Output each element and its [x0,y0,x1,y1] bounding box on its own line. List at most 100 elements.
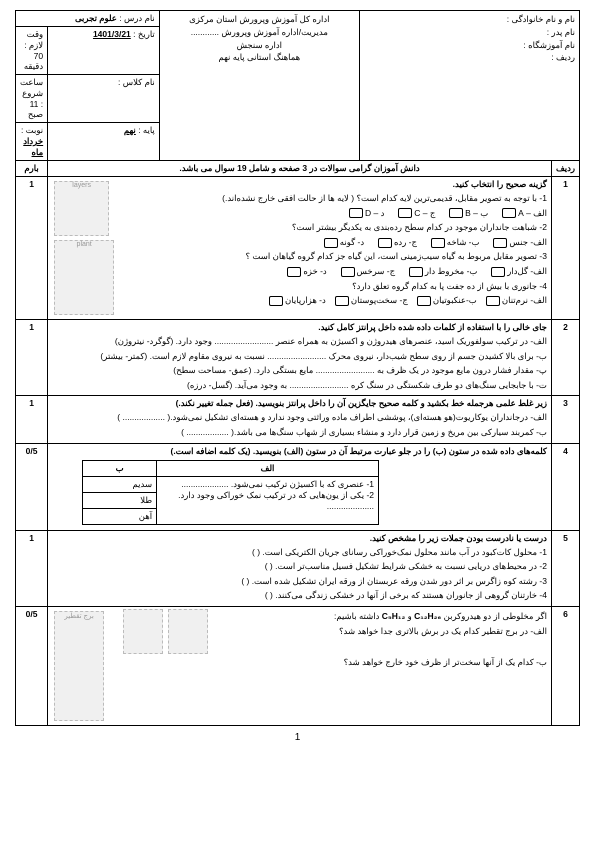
q1-line3: 3- تصویر مقابل مربوط به گیاه سیب‌زمینی ا… [52,250,547,264]
checkbox[interactable] [491,267,505,277]
q4-score: 0/5 [16,443,48,530]
q1-c1d: د – D [365,208,384,218]
q1-title: گزینه صحیح را انتخاب کنید. [52,179,547,190]
q4-table: الف ب 1- عنصری که با اکسیژن ترکیب نمی‌شو… [82,460,379,525]
date-value: 1401/3/21 [93,29,131,39]
q4-num: 4 [551,443,579,530]
pouring-hand-icon-2 [168,609,208,654]
checkbox[interactable] [449,208,463,218]
q6-formula2: C₅H₁₂ [382,611,405,621]
col-header-score: بارم [16,161,48,177]
q1-c1a: الف – A [518,208,547,218]
q6-l2: ب- کدام یک از آنها سخت‌تر از ظرف خود خار… [52,656,547,670]
grade-label: پایه : [138,125,155,135]
q3-score: 1 [16,396,48,443]
turn-label: نوبت : [21,125,43,135]
q6-formula1: C₁₂H₂₆ [414,611,441,621]
q1-c2b: ب- شاخه [447,237,480,247]
subject-label: نام درس : [119,13,155,23]
q5-score: 1 [16,530,48,606]
grade-value: نهم [124,125,136,135]
q3-num: 3 [551,396,579,443]
q4-title: کلمه‌های داده شده در ستون (ب) را در جلو … [52,446,547,457]
org-line-2: مدیریت/اداره آموزش وپرورش ............ [164,26,355,39]
q1-c1b: ب – B [465,208,488,218]
checkbox[interactable] [417,296,431,306]
duration-label: وقت لازم : [24,29,43,50]
father-label: نام پدر : [547,27,575,37]
q5-num: 5 [551,530,579,606]
q1-num: 1 [551,177,579,320]
q2-l4: ت- با جابجایی سنگ‌های دو طرف شکستگی در س… [52,379,547,393]
duration-value: 70 دقیقه [24,51,43,71]
checkbox[interactable] [378,238,392,248]
class-label: نام کلاس : [118,77,155,87]
checkbox[interactable] [502,208,516,218]
q1-c4d: د- هزار‌پایان [285,295,326,305]
q1-c2c: ج- رده [394,237,417,247]
org-line-1: اداره کل آموزش وپرورش استان مرکزی [164,13,355,26]
q3-title: زیر غلط علمی هرجمله خط بکشید و کلمه صحیح… [52,398,547,409]
q2-l1: الف- در ترکیب سولفوریک اسید، عنصرهای هید… [52,335,547,349]
q4-a2: 2- یکی از یون‌هایی که در ترکیب نمک خوراک… [161,490,374,511]
checkbox[interactable] [409,267,423,277]
family-label: نام و نام خانوادگی : [507,14,575,24]
q4-a1: 1- عنصری که با اکسیژن ترکیب نمی‌شود. ...… [161,479,374,490]
q4-hA: الف [157,460,379,476]
q2-l2: ب- برای بالا کشیدن جسم از روی سطح شیب‌دا… [52,350,547,364]
q5-l3: 3- رشته کوه زاگرس بر اثر دور شدن ورقه عر… [52,575,547,589]
q6-post: داشته باشیم: [334,611,379,621]
q5-l2: 2- در محیط‌های دریایی نسبت به خشکی شرایط… [52,560,547,574]
checkbox[interactable] [335,296,349,306]
q4-b2: طلا [83,492,157,508]
school-label: نام آموزشگاه : [523,40,575,50]
checkbox[interactable] [398,208,412,218]
page-number: 1 [15,732,580,743]
potato-plant-icon: plant [54,240,114,315]
row-label: ردیف : [551,52,575,62]
q1-c4b: ب-عنکبوتیان [433,295,477,305]
q6-mid: و [405,611,411,621]
checkbox[interactable] [287,267,301,277]
instruction-text: دانش آموزان گرامی سوالات در 3 صفحه و شام… [48,161,552,177]
q6-num: 6 [551,606,579,725]
q1-line2: 2- شباهت جانداران موجود در کدام سطح رده‌… [52,221,547,235]
q1-c4c: ج- سخت‌پوستان [351,295,408,305]
q1-c2d: د- گونه [340,237,364,247]
q1-line1: 1- با توجه به تصویر مقابل، قدیمی‌ترین لا… [52,192,547,206]
checkbox[interactable] [349,208,363,218]
checkbox[interactable] [493,238,507,248]
q1-c3b: ب- مخروط دار [425,266,478,276]
distillation-column-icon: برج تقطیر [54,611,104,721]
q2-l3: پ- مقدار فشار درون مایع موجود در یک ظرف … [52,364,547,378]
checkbox[interactable] [324,238,338,248]
org-line-4: هماهنگ استانی پایه نهم [164,51,355,64]
date-label: تاریخ : [133,29,155,39]
org-line-3: اداره سنجش [164,39,355,52]
q1-c4a: الف- نرم‌تنان [502,295,547,305]
checkbox[interactable] [341,267,355,277]
q2-title: جای خالی را با استفاده از کلمات داده شده… [52,322,547,333]
q1-score: 1 [16,177,48,320]
q1-c3a: الف- گل‌دار [507,266,547,276]
strata-diagram-icon: layers [54,181,109,236]
q5-title: درست یا نادرست بودن جملات زیر را مشخص کن… [52,533,547,544]
q3-l1: الف- درجانداران یوکاریوت(هو هسته‌ای)، پو… [52,411,547,425]
q2-num: 2 [551,320,579,396]
q3-l2: ب- کمربند سیارکی بین مریخ و زمین قرار دا… [52,426,547,440]
q1-line4: 4- جانوری با بیش از ده جفت پا به کدام گر… [52,280,547,294]
checkbox[interactable] [269,296,283,306]
q1-c2a: الف- جنس [509,237,547,247]
checkbox[interactable] [486,296,500,306]
turn-value: خرداد ماه [23,136,43,157]
q1-c3d: د- خزه [303,266,326,276]
q5-l4: 4- خارتنان گروهی از جانوران هستند که برخ… [52,589,547,603]
q1-c3c: ج- سرخس [357,266,396,276]
q6-pre: اگر مخلوطی از دو هیدروکربن [441,611,547,621]
subject-value: علوم تجربی [75,13,117,23]
checkbox[interactable] [431,238,445,248]
q2-score: 1 [16,320,48,396]
q4-hB: ب [83,460,157,476]
col-header-row: ردیف [551,161,579,177]
q5-l1: 1- محلول کات‌کبود در آب مانند محلول نمک‌… [52,546,547,560]
